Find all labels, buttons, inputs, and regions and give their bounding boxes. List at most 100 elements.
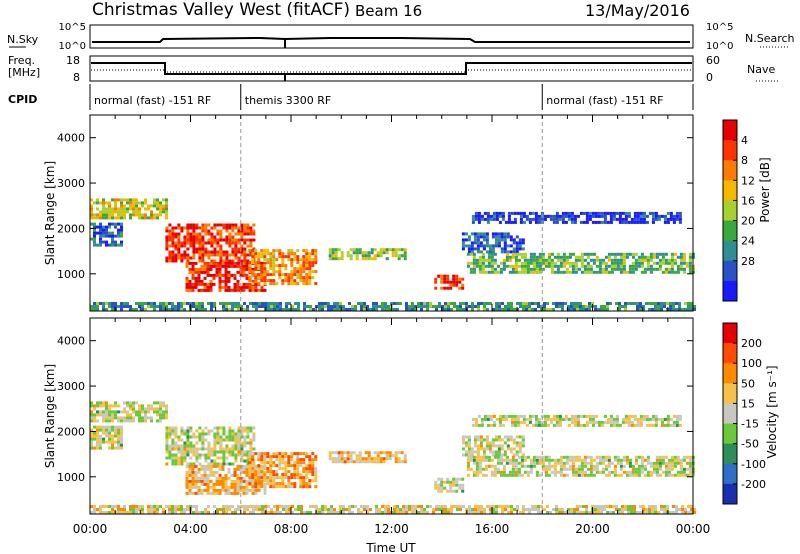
echo-cell	[420, 302, 423, 305]
echo-cell	[461, 447, 465, 451]
echo-cell	[355, 454, 359, 458]
echo-cell	[293, 270, 297, 274]
echo-cell	[482, 232, 486, 236]
echo-cell	[687, 305, 690, 308]
echo-cell	[511, 255, 515, 259]
echo-cell	[363, 308, 366, 311]
echo-cell	[618, 211, 622, 215]
echo-cell	[402, 505, 405, 508]
echo-cell	[243, 505, 246, 508]
echo-cell	[231, 223, 235, 227]
echo-cell	[537, 417, 541, 421]
echo-cell	[576, 508, 579, 511]
echo-cell	[571, 270, 575, 274]
echo-cell	[461, 277, 465, 281]
echo-cell	[210, 250, 214, 254]
echo-cell	[675, 302, 678, 305]
echo-cell	[561, 508, 564, 511]
echo-cell	[435, 508, 438, 511]
echo-cell	[162, 508, 165, 511]
echo-cell	[269, 461, 273, 465]
echo-cell	[243, 229, 247, 233]
echo-cell	[108, 216, 111, 220]
echo-cell	[520, 458, 524, 462]
echo-cell	[206, 491, 210, 495]
echo-cell	[191, 479, 195, 483]
echo-cell	[129, 416, 132, 420]
echo-cell	[461, 247, 465, 251]
echo-cell	[263, 470, 267, 474]
echo-cell	[510, 305, 513, 308]
echo-cell	[414, 308, 417, 311]
echo-cell	[192, 253, 196, 257]
echo-cell	[646, 267, 650, 271]
echo-cell	[236, 491, 240, 495]
echo-cell	[478, 270, 482, 274]
echo-cell	[567, 417, 571, 421]
echo-cell	[302, 482, 306, 486]
echo-cell	[168, 238, 172, 242]
echo-cell	[150, 302, 153, 305]
echo-cell	[612, 214, 616, 218]
echo-cell	[219, 256, 223, 260]
echo-cell	[583, 258, 587, 262]
echo-cell	[183, 238, 187, 242]
echo-cell	[450, 302, 453, 305]
echo-cell	[500, 235, 504, 239]
echo-cell	[358, 460, 362, 464]
echo-cell	[261, 511, 264, 514]
echo-cell	[400, 254, 404, 258]
echo-cell	[240, 453, 244, 457]
echo-cell	[198, 256, 202, 260]
echo-cell	[651, 508, 654, 511]
echo-cell	[194, 276, 198, 280]
echo-cell	[367, 257, 371, 261]
echo-cell	[165, 447, 169, 451]
echo-cell	[99, 428, 102, 432]
echo-cell	[400, 460, 404, 464]
echo-cell	[382, 248, 386, 252]
echo-cell	[503, 453, 507, 457]
echo-cell	[519, 211, 523, 215]
echo-cell	[612, 217, 616, 221]
echo-cell	[358, 457, 362, 461]
colorbar-segment	[723, 160, 737, 181]
echo-cell	[627, 511, 630, 514]
echo-cell	[314, 261, 318, 265]
echo-cell	[162, 207, 165, 211]
echo-cell	[267, 511, 270, 514]
echo-cell	[279, 305, 282, 308]
echo-cell	[240, 429, 244, 433]
echo-cell	[475, 464, 479, 468]
echo-cell	[484, 455, 488, 459]
echo-cell	[240, 426, 244, 430]
echo-cell	[258, 305, 261, 308]
echo-cell	[633, 511, 636, 514]
echo-cell	[132, 410, 135, 414]
echo-cell	[135, 511, 138, 514]
echo-cell	[99, 440, 102, 444]
echo-cell	[633, 211, 637, 215]
echo-cell	[278, 485, 282, 489]
echo-cell	[607, 470, 611, 474]
echo-cell	[228, 259, 232, 263]
echo-cell	[555, 302, 558, 305]
echo-cell	[305, 282, 309, 286]
echo-cell	[648, 308, 651, 311]
echo-cell	[102, 401, 105, 405]
echo-cell	[473, 247, 477, 251]
echo-cell	[212, 276, 216, 280]
echo-cell	[494, 450, 498, 454]
echo-cell	[168, 244, 172, 248]
echo-cell	[375, 302, 378, 305]
echo-cell	[168, 259, 172, 263]
echo-cell	[302, 467, 306, 471]
time-tick-label: 00:00	[73, 522, 108, 536]
echo-cell	[228, 241, 232, 245]
echo-cell	[213, 432, 217, 436]
echo-cell	[99, 434, 102, 438]
echo-cell	[207, 450, 211, 454]
echo-cell	[486, 211, 490, 215]
echo-cell	[496, 458, 500, 462]
echo-cell	[601, 470, 605, 474]
